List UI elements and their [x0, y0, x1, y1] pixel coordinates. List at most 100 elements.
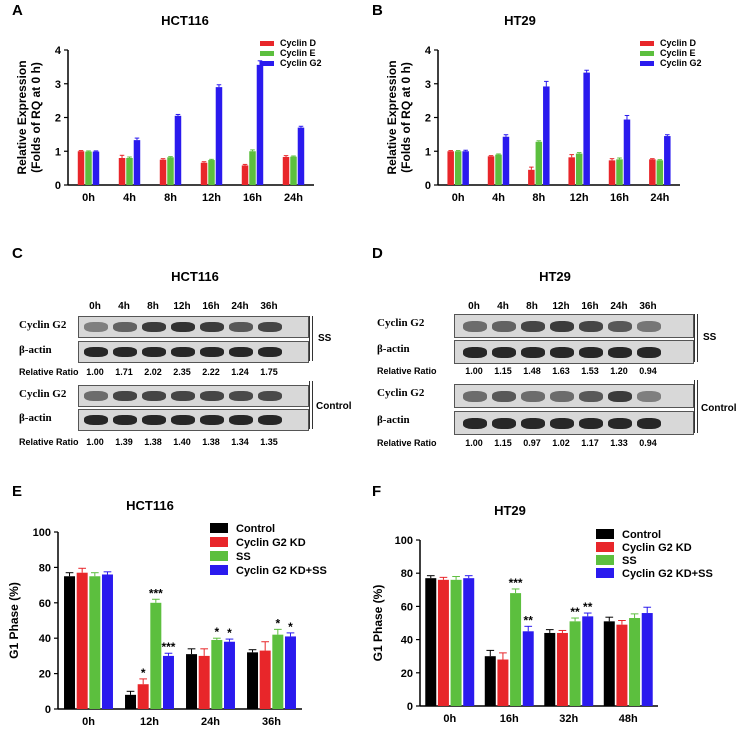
- y-axis-label: G1 Phase (%): [371, 585, 385, 662]
- ratio-value: 1.39: [115, 437, 133, 447]
- blot-band: [113, 322, 137, 332]
- blot-band: [463, 417, 487, 429]
- x-tick-label: 0h: [82, 716, 95, 728]
- bar: [568, 157, 575, 185]
- bar: [463, 578, 475, 706]
- legend-entry: Cyclin G2 KD: [622, 542, 692, 554]
- legend-entry: Cyclin D: [660, 38, 697, 48]
- y-tick-label: 40: [39, 633, 51, 645]
- x-tick-label: 36h: [262, 716, 281, 728]
- bar: [159, 159, 167, 185]
- legend-swatch: [596, 542, 614, 552]
- blot-band: [229, 391, 253, 401]
- x-tick-label: 16h: [610, 192, 629, 204]
- blot-band: [608, 390, 632, 402]
- blot-band: [229, 322, 253, 332]
- legend-swatch: [640, 41, 654, 46]
- bar: [223, 641, 235, 709]
- ratio-value: 0.94: [639, 366, 657, 376]
- x-tick-label: 16h: [243, 192, 262, 204]
- legend-swatch: [596, 568, 614, 578]
- legend-entry: SS: [622, 555, 637, 567]
- significance-marker: **: [570, 605, 580, 619]
- panel-letter-a: A: [12, 2, 23, 19]
- ratio-value: 1.15: [494, 366, 512, 376]
- x-tick-label: 24h: [284, 192, 303, 204]
- x-tick-label: 4h: [492, 192, 505, 204]
- lane-label: 4h: [118, 301, 130, 312]
- ratio-value: 1.20: [610, 366, 628, 376]
- bar: [575, 153, 583, 185]
- blot-title: HT29: [539, 269, 571, 284]
- bar: [447, 151, 454, 185]
- bar: [656, 160, 664, 185]
- ratio-value: 1.35: [260, 437, 278, 447]
- legend-entry: SS: [236, 551, 251, 563]
- bar: [92, 151, 100, 185]
- significance-marker: *: [275, 616, 280, 630]
- blot-band: [521, 417, 545, 429]
- y-axis-label-line: (Folds of RQ at 0 h): [399, 62, 413, 173]
- ratio-value: 1.33: [610, 438, 628, 448]
- bar: [497, 659, 509, 706]
- bar: [543, 86, 550, 185]
- bar: [437, 579, 449, 706]
- blot-band: [637, 417, 661, 429]
- panel-letter-b: B: [372, 2, 383, 19]
- bar: [259, 650, 271, 709]
- ratio-value: 1.15: [494, 438, 512, 448]
- blot-band: [579, 320, 603, 332]
- bar: [556, 632, 568, 706]
- blot-strip: [78, 409, 309, 431]
- blot-band: [463, 346, 487, 358]
- y-tick-label: 60: [39, 598, 51, 610]
- y-axis-label: Relative Expression (Folds of RQ at 0 h): [15, 60, 43, 174]
- y-tick-label: 0: [407, 701, 413, 713]
- y-tick-label: 1: [55, 146, 61, 158]
- blot-band: [171, 391, 195, 401]
- condition-bracket: [312, 316, 313, 361]
- blot-band: [142, 415, 166, 425]
- blot-band: [200, 347, 224, 357]
- ratio-value: 1.38: [202, 437, 220, 447]
- blot-band: [492, 417, 516, 429]
- blot-band: [637, 390, 661, 402]
- bar: [125, 694, 137, 709]
- y-axis-label-line: Relative Expression: [385, 60, 399, 174]
- x-tick-label: 0h: [443, 713, 456, 725]
- bar: [582, 616, 594, 706]
- y-tick-label: 20: [39, 669, 51, 681]
- blot-band: [492, 320, 516, 332]
- legend-entry: Cyclin E: [660, 48, 696, 58]
- bar: [208, 160, 215, 185]
- condition-bracket: [309, 316, 310, 361]
- bar: [502, 136, 510, 185]
- blot-strip: [78, 341, 309, 363]
- blot-strip: [454, 340, 694, 364]
- blot-band: [229, 415, 253, 425]
- condition-bracket: [312, 381, 313, 429]
- bar: [284, 636, 296, 709]
- blot-band: [113, 347, 137, 357]
- y-axis-label-text: G1 Phase (%): [7, 582, 21, 659]
- y-tick-label: 3: [55, 79, 61, 91]
- ratio-value: 1.63: [552, 366, 570, 376]
- legend-swatch: [210, 551, 228, 561]
- blot-band: [579, 346, 603, 358]
- lane-label: 36h: [639, 301, 657, 312]
- ratio-value: 1.75: [260, 367, 278, 377]
- bar: [528, 169, 535, 185]
- bar: [484, 656, 496, 706]
- x-tick-label: 24h: [201, 716, 220, 728]
- panel-letter-c: C: [12, 245, 23, 262]
- blot-band: [579, 417, 603, 429]
- legend-swatch: [210, 523, 228, 533]
- ratio-value: 2.35: [173, 367, 191, 377]
- bar: [290, 156, 297, 185]
- bar: [64, 576, 76, 709]
- y-axis-label: Relative Expression (Folds of RQ at 0 h): [385, 60, 413, 174]
- bar: [462, 151, 469, 185]
- ratio-value: 1.24: [231, 367, 249, 377]
- blot-band: [579, 390, 603, 402]
